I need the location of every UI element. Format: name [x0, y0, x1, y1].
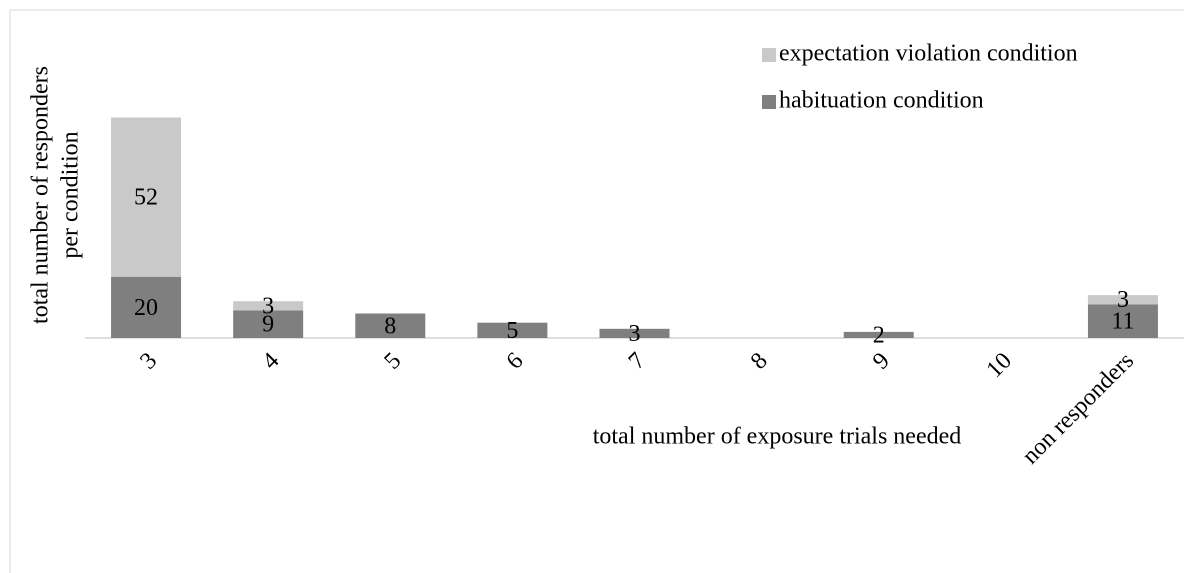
x-tick-label: 10 — [982, 348, 1017, 383]
data-label: 11 — [1111, 309, 1134, 335]
x-axis-title: total number of exposure trials needed — [593, 424, 962, 450]
x-tick-label: 7 — [624, 348, 651, 375]
y-axis-title: total number of responders — [28, 66, 54, 324]
x-tick-label: 8 — [746, 348, 773, 375]
data-label: 2 — [873, 322, 885, 348]
data-label: 3 — [262, 293, 274, 319]
x-tick-label: 9 — [868, 348, 895, 375]
x-tick-label: 6 — [502, 348, 529, 375]
data-label: 9 — [262, 312, 274, 338]
y-axis-title: per condition — [58, 131, 84, 258]
x-tick-label: 3 — [135, 348, 162, 375]
data-label: 3 — [1117, 287, 1129, 313]
bar-segment — [355, 313, 426, 338]
bar-segment — [843, 331, 914, 338]
legend-swatch — [762, 95, 776, 109]
bar-segment — [477, 322, 548, 338]
bar-segment — [1087, 304, 1158, 338]
chart-frame — [9, 9, 1184, 573]
data-label: 52 — [134, 185, 158, 211]
x-tick-label: non responders — [1017, 348, 1139, 470]
legend-label: expectation violation condition — [779, 41, 1078, 67]
data-label: 3 — [629, 321, 641, 347]
bar-segment — [111, 117, 182, 277]
legend-swatch — [762, 48, 776, 62]
bar-segment — [599, 328, 670, 338]
legend-label: habituation condition — [779, 88, 984, 114]
bar-segment — [111, 276, 182, 338]
data-label: 5 — [506, 318, 518, 344]
bar-segment — [1087, 295, 1158, 305]
x-tick-label: 4 — [257, 348, 284, 375]
bar-segment — [233, 310, 304, 338]
x-tick-label: 5 — [380, 348, 407, 375]
data-label: 20 — [134, 295, 158, 321]
data-label: 8 — [384, 313, 396, 339]
bar-segment — [233, 301, 304, 311]
